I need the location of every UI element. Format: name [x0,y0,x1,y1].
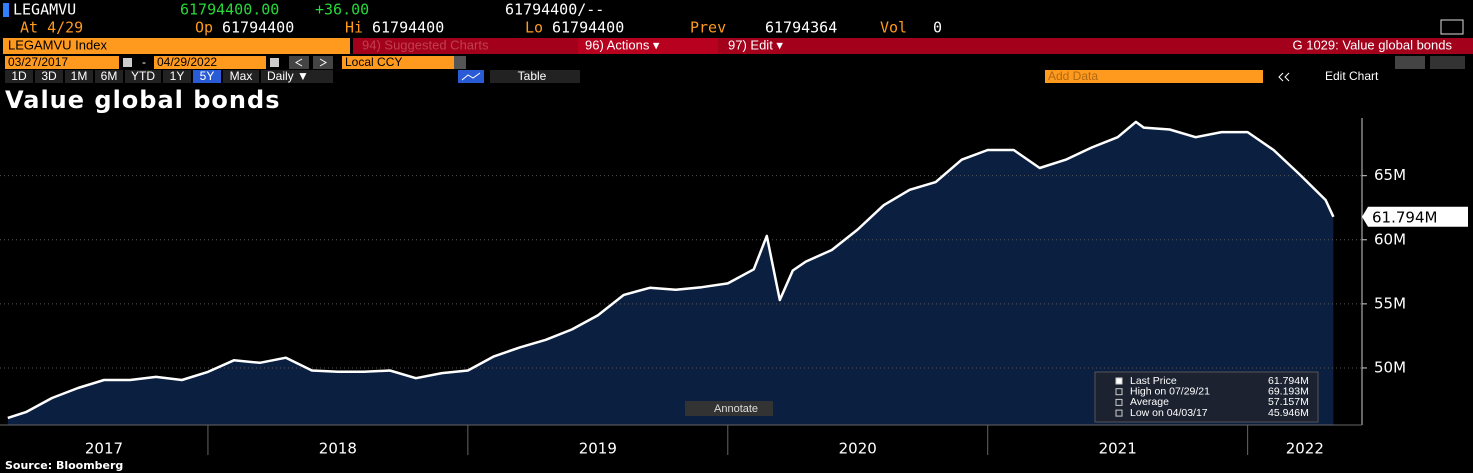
period-button[interactable] [35,70,63,83]
currency[interactable]: Local CCY [345,55,402,69]
stats-icon [1115,398,1123,406]
period-button[interactable] [65,70,93,83]
security-field[interactable] [3,38,350,54]
frequency[interactable]: Daily ▼ [267,69,309,83]
actions[interactable]: 96) Actions ▾ [585,37,660,52]
area [7,121,1334,426]
annotate-button[interactable] [685,401,773,416]
table-button[interactable] [490,70,580,83]
period-button[interactable] [193,70,221,83]
last-price: 61794400.00 [180,1,279,19]
high: 61794400 [372,19,444,37]
calendar-icon[interactable] [270,58,279,67]
prev-button[interactable] [289,56,309,69]
range-separator: - [142,55,146,69]
suggested-charts[interactable]: 94) Suggested Charts [362,37,489,52]
ticker: LEGAMVU [13,1,76,19]
vol: 0 [933,19,942,37]
calendar-icon[interactable] [123,58,132,67]
next-arrow [319,58,327,67]
security[interactable]: LEGAMVU Index [8,37,107,52]
edit-chart[interactable]: Edit Chart [1325,69,1379,83]
stats-icon [1115,409,1123,417]
currency-dropdown[interactable] [454,56,466,69]
last-value-tag [1362,206,1468,227]
period-button[interactable] [95,70,123,83]
y-tick-label: 60M [1374,230,1406,248]
currency-field[interactable] [342,56,454,69]
x-tick-label: 2017 [85,440,123,458]
period-button[interactable] [5,70,33,83]
x-tick-label: 2019 [579,440,617,458]
page-title: G 1029: Value global bonds [1293,37,1453,52]
low-label: Lo [525,19,543,37]
stats-label: High on 07/29/21 [1130,385,1210,397]
stats-label: Last Price [1130,375,1177,387]
stats-value: 69.193M [1268,385,1309,397]
as-of: At 4/29 [20,19,83,37]
stats-value: 57.157M [1268,396,1309,408]
period[interactable]: 1D [11,69,27,83]
y-tick-label: 50M [1374,358,1406,376]
redo-button[interactable] [1430,56,1465,69]
prev-label: Prev [690,19,726,37]
start-date[interactable]: 03/27/2017 [8,55,68,69]
add-data-field[interactable] [1045,70,1263,83]
price-line [7,120,1335,420]
period[interactable]: 1M [71,69,88,83]
collapse-icon[interactable] [1278,72,1290,82]
period[interactable]: 5Y [200,69,215,83]
frequency-button[interactable] [261,70,333,83]
source: Source: Bloomberg [5,459,123,472]
last-value-label: 61.794M [1372,208,1437,226]
x-tick-label: 2022 [1286,440,1324,458]
stats-value: 61.794M [1268,375,1309,387]
line-chart-icon [461,72,481,81]
period-button[interactable] [163,70,191,83]
edit[interactable]: 97) Edit ▾ [728,37,783,52]
y-tick-label: 55M [1374,294,1406,312]
end-date[interactable]: 04/29/2022 [157,55,217,69]
x-tick-label: 2018 [319,440,357,458]
y-tick-label: 65M [1374,166,1406,184]
icon[interactable] [1440,19,1464,35]
table[interactable]: Table [518,69,547,83]
period-button[interactable] [125,70,161,83]
period[interactable]: Max [230,69,253,83]
period[interactable]: YTD [131,69,155,83]
period[interactable]: 6M [101,69,118,83]
actions-button[interactable] [578,38,718,54]
ticker-marker [3,3,9,17]
vol-label: Vol [880,19,907,37]
stats-box [1094,371,1319,423]
stats-label: Low on 04/03/17 [1130,407,1208,419]
stats-icon [1115,388,1123,396]
x-tick-label: 2020 [839,440,877,458]
add-data[interactable]: Add Data [1048,69,1098,83]
bid-ask: 61794400/-- [505,1,604,19]
prev: 61794364 [765,19,837,37]
x-tick-label: 2021 [1099,440,1137,458]
period[interactable]: 1Y [170,69,185,83]
chart-title: Value global bonds [5,86,280,114]
stats-label: Average [1130,396,1169,408]
change: +36.00 [315,1,369,19]
prev-arrow [295,58,303,67]
undo-button[interactable] [1395,56,1425,69]
high-label: Hi [345,19,363,37]
period[interactable]: 3D [41,69,57,83]
stats-value: 45.946M [1268,407,1309,419]
open: 61794400 [222,19,294,37]
next-button[interactable] [313,56,333,69]
low: 61794400 [552,19,624,37]
period-button[interactable] [223,70,259,83]
stats-icon [1115,377,1123,385]
end-date-field[interactable] [154,56,266,69]
annotate[interactable]: Annotate [714,403,758,415]
start-date-field[interactable] [5,56,119,69]
open-label: Op [195,19,213,37]
